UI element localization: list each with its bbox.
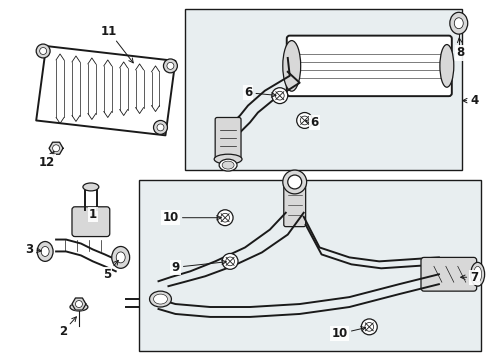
Ellipse shape [449,12,467,34]
Circle shape [157,124,163,131]
Circle shape [275,91,284,100]
Text: 6: 6 [244,86,275,99]
Circle shape [217,210,233,226]
Ellipse shape [470,262,484,286]
Circle shape [166,62,174,69]
Circle shape [53,145,60,152]
Polygon shape [49,142,63,154]
Ellipse shape [116,252,125,263]
Circle shape [271,88,287,104]
Text: 10: 10 [331,327,365,340]
Bar [185,9,461,170]
Polygon shape [72,298,86,310]
Circle shape [222,253,238,269]
Text: 4: 4 [462,94,478,107]
Bar [138,180,480,351]
Text: 10: 10 [162,211,221,224]
Text: 8: 8 [456,38,464,59]
Ellipse shape [37,242,53,261]
Ellipse shape [439,45,453,87]
Text: 2: 2 [59,317,76,338]
Text: 11: 11 [101,24,133,63]
Ellipse shape [153,294,167,304]
Circle shape [364,323,373,331]
Circle shape [300,116,308,125]
FancyBboxPatch shape [420,257,476,291]
Ellipse shape [473,266,481,282]
Text: 5: 5 [102,260,118,281]
Text: 9: 9 [171,260,226,274]
Circle shape [75,301,82,307]
FancyBboxPatch shape [283,183,305,227]
Ellipse shape [282,41,300,91]
Circle shape [296,113,312,129]
FancyBboxPatch shape [286,36,451,96]
Ellipse shape [222,161,234,169]
Circle shape [282,170,306,194]
Circle shape [153,121,167,134]
Ellipse shape [112,247,129,268]
Circle shape [163,59,177,73]
Circle shape [361,319,376,335]
Circle shape [287,175,301,189]
Text: 12: 12 [39,152,55,168]
Ellipse shape [41,247,49,256]
Text: 7: 7 [460,271,478,284]
FancyBboxPatch shape [215,117,241,159]
Ellipse shape [149,291,171,307]
FancyBboxPatch shape [72,207,109,237]
Circle shape [36,44,50,58]
Circle shape [220,213,229,222]
Ellipse shape [83,183,99,191]
Polygon shape [36,46,175,135]
Ellipse shape [219,159,237,171]
Ellipse shape [70,303,88,311]
Text: 1: 1 [89,208,97,221]
Text: 6: 6 [305,116,318,129]
Circle shape [40,48,46,54]
Text: 3: 3 [25,243,41,256]
Ellipse shape [453,18,462,29]
Circle shape [225,257,234,266]
Ellipse shape [214,154,242,164]
